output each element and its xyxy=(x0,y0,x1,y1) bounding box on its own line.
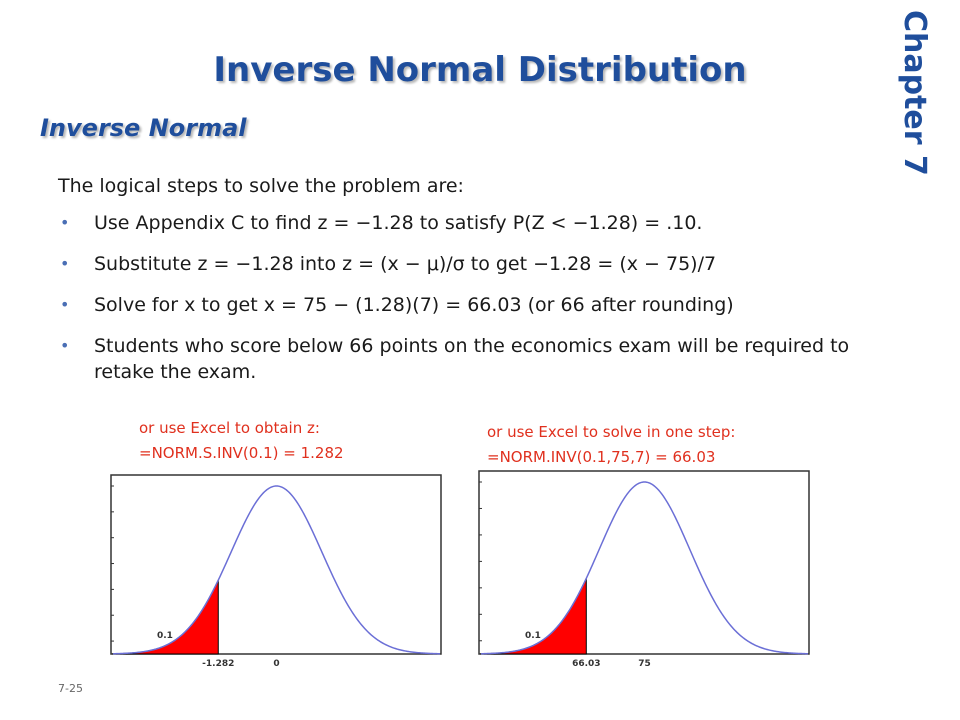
intro-text: The logical steps to solve the problem a… xyxy=(58,175,464,197)
shaded-tail-area xyxy=(112,579,219,655)
slide-body: The logical steps to solve the problem a… xyxy=(58,172,858,400)
excel-note-x: or use Excel to solve in one step: =NORM… xyxy=(487,420,735,470)
standard-normal-chart: 0.1 -1.282 0 xyxy=(110,474,442,669)
x-tick-label: -1.282 xyxy=(202,659,234,669)
normal-chart-mean-75: 0.1 66.03 75 xyxy=(478,470,810,669)
plot-frame xyxy=(110,474,442,655)
bullet-icon: • xyxy=(60,213,70,232)
bullet-icon: • xyxy=(60,254,70,273)
chapter-label: Chapter 7 xyxy=(897,10,932,176)
shaded-tail-area xyxy=(480,578,587,655)
normal-curve xyxy=(112,485,441,655)
bullet-text: Substitute z = −1.28 into z = (x − μ)/σ … xyxy=(94,253,717,275)
slide-title: Inverse Normal Distribution xyxy=(213,50,747,90)
page-number: 7-25 xyxy=(58,682,83,695)
bullet-item: • Substitute z = −1.28 into z = (x − μ)/σ… xyxy=(58,251,858,277)
excel-note-z-line2: =NORM.S.INV(0.1) = 1.282 xyxy=(139,444,344,462)
excel-note-z-line1: or use Excel to obtain z: xyxy=(139,419,320,437)
bullet-item: • Solve for x to get x = 75 − (1.28)(7) =… xyxy=(58,292,858,318)
chapter-label-container: Chapter 7 xyxy=(880,10,940,200)
bullet-icon: • xyxy=(60,336,70,355)
bullet-item: • Use Appendix C to find z = −1.28 to sat… xyxy=(58,210,858,236)
plot-frame xyxy=(478,470,810,655)
x-tick-label: 75 xyxy=(638,659,651,669)
slide-subtitle: Inverse Normal xyxy=(40,114,247,142)
bullet-list: • Use Appendix C to find z = −1.28 to sat… xyxy=(58,210,858,385)
excel-note-x-line1: or use Excel to solve in one step: xyxy=(487,423,736,441)
area-label: 0.1 xyxy=(157,631,173,641)
area-label: 0.1 xyxy=(525,631,541,641)
excel-note-z: or use Excel to obtain z: =NORM.S.INV(0.… xyxy=(139,416,344,466)
normal-curve xyxy=(480,481,809,655)
bullet-icon: • xyxy=(60,295,70,314)
bullet-text: Students who score below 66 points on th… xyxy=(94,335,850,383)
x-tick-label: 66.03 xyxy=(572,659,600,669)
bullet-text: Solve for x to get x = 75 − (1.28)(7) = … xyxy=(94,294,734,316)
excel-note-x-line2: =NORM.INV(0.1,75,7) = 66.03 xyxy=(487,448,716,466)
x-tick-label: 0 xyxy=(273,659,279,669)
bullet-text: Use Appendix C to find z = −1.28 to sati… xyxy=(94,212,703,234)
bullet-item: • Students who score below 66 points on t… xyxy=(58,333,858,385)
